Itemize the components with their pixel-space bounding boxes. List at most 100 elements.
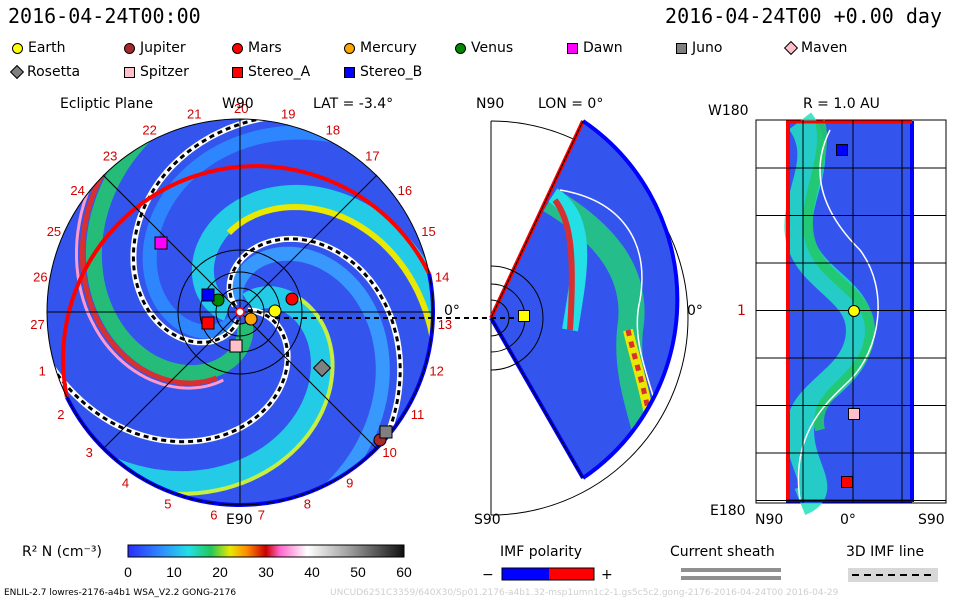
ecliptic-top-label: W90 bbox=[222, 96, 254, 112]
carrington-label-4: 4 bbox=[122, 475, 129, 490]
carrington-label-6: 6 bbox=[210, 508, 217, 523]
carrington-label-11: 11 bbox=[411, 407, 425, 422]
radial-mid-left: 1 bbox=[737, 303, 746, 319]
carrington-label-16: 16 bbox=[398, 183, 412, 198]
colorbar-tick-20: 20 bbox=[212, 564, 228, 580]
carrington-label-20: 20 bbox=[234, 101, 248, 116]
meridional-bottom-label: S90 bbox=[474, 512, 501, 528]
ecliptic-ring-0 bbox=[227, 299, 253, 325]
radial-marker-earth bbox=[848, 305, 860, 317]
ecliptic-title: Ecliptic Plane bbox=[60, 96, 154, 112]
legend-marker-stereo-b bbox=[344, 66, 355, 78]
ecliptic-marker-stereo-b bbox=[201, 288, 215, 302]
carrington-label-13: 13 bbox=[438, 317, 452, 332]
ecliptic-marker-rosetta bbox=[312, 358, 332, 378]
carrington-label-26: 26 bbox=[33, 270, 47, 285]
legend-marker-stereo-a bbox=[232, 66, 243, 78]
carrington-label-9: 9 bbox=[346, 475, 353, 490]
legend-item-mars: Mars bbox=[232, 40, 282, 56]
legend-marker-juno bbox=[676, 42, 687, 54]
ecliptic-density-arm-4 bbox=[142, 125, 430, 339]
legend-label-mars: Mars bbox=[248, 40, 282, 56]
colorbar-tick-60: 60 bbox=[396, 564, 412, 580]
legend-marker-mars bbox=[232, 42, 243, 54]
legend-item-stereo-b: Stereo_B bbox=[344, 64, 422, 80]
radial-contour bbox=[797, 129, 879, 501]
ecliptic-bottom-label: E90 bbox=[226, 512, 253, 528]
legend-item-dawn: Dawn bbox=[567, 40, 623, 56]
imf-polarity-frame bbox=[501, 567, 595, 581]
carrington-label-23: 23 bbox=[103, 149, 117, 164]
legend-item-juno: Juno bbox=[676, 40, 722, 56]
carrington-label-12: 12 bbox=[429, 364, 443, 379]
radial-r-label: R = 1.0 AU bbox=[803, 96, 880, 112]
legend-item-venus: Venus bbox=[455, 40, 513, 56]
radial-x-label-n90: N90 bbox=[755, 512, 784, 528]
meridional-marker-earth bbox=[518, 310, 530, 322]
colorbar bbox=[127, 544, 405, 558]
carrington-label-1: 1 bbox=[39, 364, 46, 379]
legend-label-venus: Venus bbox=[471, 40, 514, 56]
ecliptic-marker-earth bbox=[268, 304, 282, 318]
colorbar-tick-30: 30 bbox=[258, 564, 274, 580]
imf-polarity-positive bbox=[549, 568, 594, 580]
legend-label-rosetta: Rosetta bbox=[27, 64, 81, 80]
sun-marker bbox=[235, 307, 245, 317]
colorbar-label: R² N (cm⁻³) bbox=[22, 544, 102, 560]
radial-marker-spitzer bbox=[848, 408, 860, 420]
carrington-label-5: 5 bbox=[164, 497, 171, 512]
radial-marker-stereo-b bbox=[836, 144, 848, 156]
ecliptic-density-arm-2 bbox=[85, 119, 254, 382]
footer-left: ENLIL-2.7 lowres-2176-a4b1 WSA_V2.2 GONG… bbox=[4, 588, 237, 598]
meridional-edge-bottom bbox=[490, 317, 584, 479]
legend-item-maven: Maven bbox=[783, 40, 848, 56]
legend-label-jupiter: Jupiter bbox=[140, 40, 186, 56]
ecliptic-zero-label: 0° bbox=[444, 303, 460, 319]
colorbar-tick-50: 50 bbox=[350, 564, 366, 580]
footer-right: UNCUD6251C3359/640X30/Sp01.2176-a4b1.32-… bbox=[330, 588, 839, 598]
header-date-right: 2016-04-24T00 +0.00 day bbox=[665, 4, 942, 28]
radial-bottom-left: E180 bbox=[710, 503, 746, 519]
carrington-label-27: 27 bbox=[30, 317, 44, 332]
legend-item-spitzer: Spitzer bbox=[124, 64, 189, 80]
legend-marker-venus bbox=[455, 42, 466, 54]
ecliptic-marker-juno bbox=[379, 425, 393, 439]
legend-marker-spitzer bbox=[124, 66, 135, 78]
carrington-label-21: 21 bbox=[187, 107, 201, 122]
legend-item-mercury: Mercury bbox=[344, 40, 417, 56]
legend-item-stereo-a: Stereo_A bbox=[232, 64, 310, 80]
carrington-label-15: 15 bbox=[421, 224, 435, 239]
ecliptic-polarity-arc-positive bbox=[61, 164, 431, 398]
imf-minus: − bbox=[482, 567, 494, 583]
legend-item-rosetta: Rosetta bbox=[9, 64, 81, 80]
radial-stream-2 bbox=[802, 119, 876, 432]
legend-label-mercury: Mercury bbox=[360, 40, 417, 56]
legend-label-stereo-a: Stereo_A bbox=[248, 64, 311, 80]
meridional-polarity-arc bbox=[581, 119, 680, 480]
ecliptic-marker-mercury bbox=[244, 312, 258, 326]
imf-plus: + bbox=[601, 567, 613, 583]
carrington-label-25: 25 bbox=[47, 224, 61, 239]
legend-marker-dawn bbox=[567, 42, 578, 54]
imf-label: IMF polarity bbox=[500, 544, 583, 560]
ecliptic-marker-spitzer bbox=[229, 339, 243, 353]
carrington-label-24: 24 bbox=[70, 183, 84, 198]
ecliptic-marker-mars bbox=[285, 292, 299, 306]
radial-marker-stereo-a bbox=[841, 476, 853, 488]
imf3d-label: 3D IMF line bbox=[846, 544, 925, 560]
carrington-label-22: 22 bbox=[142, 123, 156, 138]
ecliptic-outline bbox=[46, 118, 434, 506]
meridional-zero-label: 0° bbox=[687, 303, 703, 319]
meridional-lon-label: LON = 0° bbox=[538, 96, 604, 112]
ecliptic-ring-3 bbox=[177, 249, 303, 375]
carrington-label-17: 17 bbox=[365, 149, 379, 164]
radial-frame bbox=[755, 119, 947, 504]
carrington-label-8: 8 bbox=[304, 497, 311, 512]
meridional-ring-2 bbox=[490, 265, 544, 371]
ecliptic-marker-stereo-a bbox=[201, 316, 215, 330]
ecliptic-dense-band bbox=[226, 203, 433, 464]
legend-label-maven: Maven bbox=[801, 40, 848, 56]
header-date-left: 2016-04-24T00:00 bbox=[8, 4, 201, 28]
radial-x-label-0: 0° bbox=[840, 512, 856, 528]
